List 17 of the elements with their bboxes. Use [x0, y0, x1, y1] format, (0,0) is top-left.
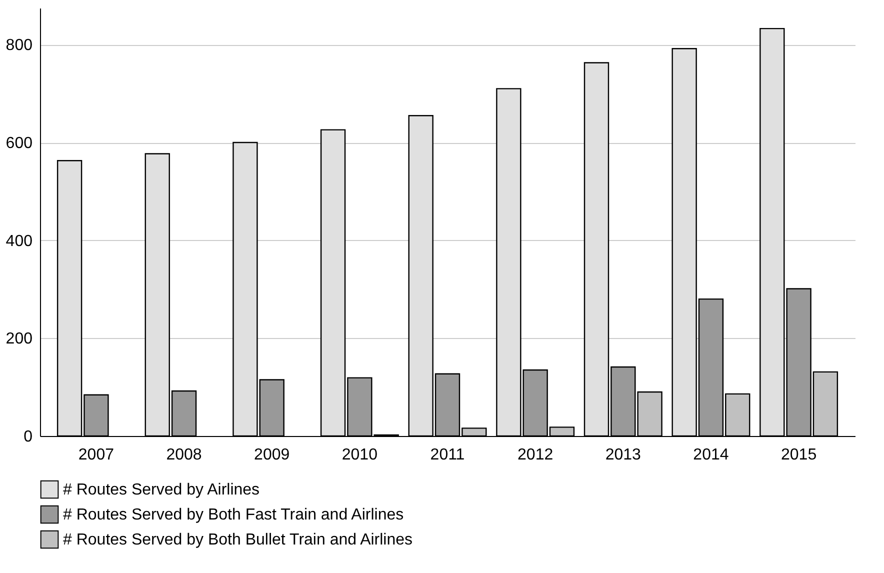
x-tick-label: 2008 [166, 446, 202, 464]
x-tick-label: 2011 [430, 446, 465, 464]
x-tick-label: 2014 [693, 446, 729, 464]
legend-label: # Routes Served by Both Fast Train and Airlines [63, 506, 404, 524]
y-tick-label: 0 [24, 428, 33, 446]
x-tick-label: 2015 [780, 446, 817, 464]
legend-label: # Routes Served by Both Bullet Train and Airlines [63, 532, 413, 548]
x-tick-label: 2012 [518, 446, 554, 464]
y-tick-label: 400 [6, 232, 33, 250]
y-tick-label: 200 [6, 330, 33, 348]
legend-label: # Routes Served by Airlines [63, 482, 260, 498]
y-tick-label: 800 [6, 37, 33, 54]
x-tick-label: 2007 [78, 446, 114, 464]
x-tick-label: 2013 [605, 446, 642, 464]
x-tick-label: 2009 [254, 446, 290, 464]
x-tick-label: 2010 [342, 446, 378, 464]
y-tick-label: 600 [6, 135, 33, 152]
